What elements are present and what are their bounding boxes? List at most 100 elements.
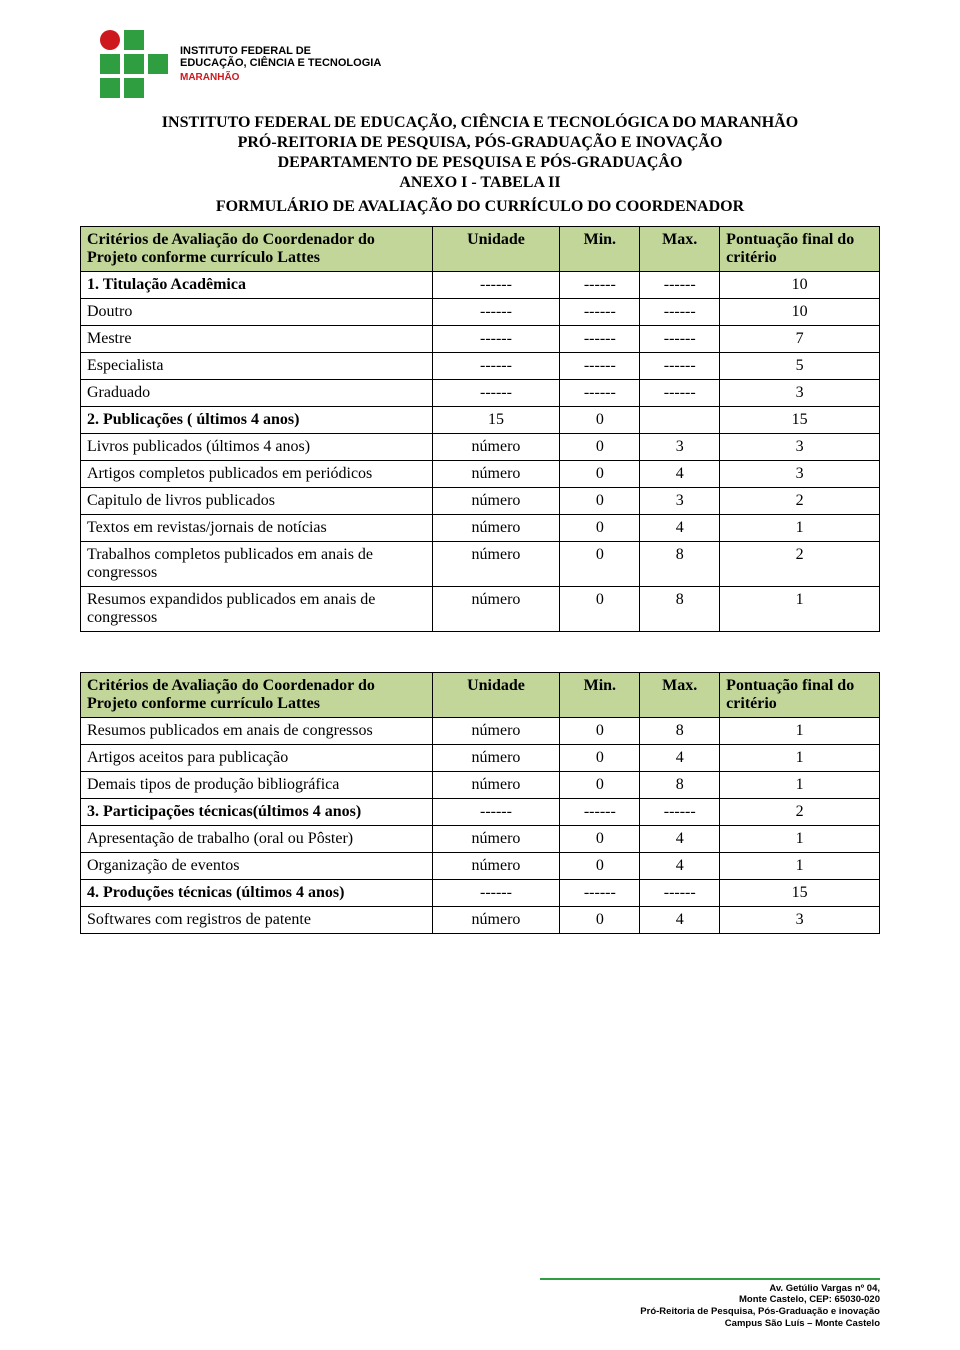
table-row: Livros publicados (últimos 4 anos)número…	[81, 434, 880, 461]
table-row: Demais tipos de produção bibliográficanú…	[81, 772, 880, 799]
cell-max: ------	[640, 326, 720, 353]
col-pontuacao: Pontuação final do critério	[720, 227, 880, 272]
cell-pontuacao: 15	[720, 880, 880, 907]
cell-label: 4. Produções técnicas (últimos 4 anos)	[81, 880, 433, 907]
cell-label: Textos em revistas/jornais de notícias	[81, 515, 433, 542]
footer-address-1: Av. Getúlio Vargas nº 04,	[540, 1283, 880, 1295]
footer-divider	[540, 1278, 880, 1280]
cell-unidade: número	[432, 515, 560, 542]
cell-min: ------	[560, 380, 640, 407]
cell-pontuacao: 3	[720, 434, 880, 461]
cell-max: 8	[640, 542, 720, 587]
cell-max: 8	[640, 772, 720, 799]
cell-unidade: ------	[432, 299, 560, 326]
cell-pontuacao: 2	[720, 488, 880, 515]
cell-unidade: número	[432, 907, 560, 934]
cell-label: 1. Titulação Acadêmica	[81, 272, 433, 299]
heading-departamento: DEPARTAMENTO DE PESQUISA E PÓS-GRADUAÇÂO	[80, 154, 880, 172]
cell-pontuacao: 1	[720, 826, 880, 853]
cell-max: 4	[640, 826, 720, 853]
cell-pontuacao: 1	[720, 745, 880, 772]
cell-max: 4	[640, 461, 720, 488]
cell-label: Organização de eventos	[81, 853, 433, 880]
cell-min: ------	[560, 272, 640, 299]
col-criteria: Critérios de Avaliação do Coordenador do…	[81, 673, 433, 718]
col-pontuacao: Pontuação final do critério	[720, 673, 880, 718]
cell-max: 3	[640, 434, 720, 461]
cell-max: ------	[640, 272, 720, 299]
institute-logo-icon	[100, 30, 168, 98]
footer-campus: Campus São Luís – Monte Castelo	[540, 1318, 880, 1330]
cell-pontuacao: 1	[720, 718, 880, 745]
cell-min: 0	[560, 515, 640, 542]
cell-unidade: ------	[432, 799, 560, 826]
cell-min: 0	[560, 488, 640, 515]
cell-min: 0	[560, 853, 640, 880]
cell-unidade: ------	[432, 272, 560, 299]
cell-max: ------	[640, 353, 720, 380]
cell-unidade: número	[432, 745, 560, 772]
cell-min: ------	[560, 353, 640, 380]
cell-unidade: número	[432, 488, 560, 515]
col-unidade: Unidade	[432, 673, 560, 718]
cell-min: 0	[560, 718, 640, 745]
col-min: Min.	[560, 673, 640, 718]
cell-min: 0	[560, 907, 640, 934]
cell-pontuacao: 1	[720, 853, 880, 880]
cell-max: 4	[640, 907, 720, 934]
cell-max	[640, 407, 720, 434]
table-row: Resumos publicados em anais de congresso…	[81, 718, 880, 745]
table-row: 3. Participações técnicas(últimos 4 anos…	[81, 799, 880, 826]
cell-label: Trabalhos completos publicados em anais …	[81, 542, 433, 587]
cell-pontuacao: 3	[720, 461, 880, 488]
page-footer: Av. Getúlio Vargas nº 04, Monte Castelo,…	[540, 1278, 880, 1331]
cell-min: 0	[560, 407, 640, 434]
cell-label: 3. Participações técnicas(últimos 4 anos…	[81, 799, 433, 826]
cell-label: Livros publicados (últimos 4 anos)	[81, 434, 433, 461]
footer-address-2: Monte Castelo, CEP: 65030-020	[540, 1294, 880, 1306]
cell-min: ------	[560, 880, 640, 907]
evaluation-table-2: Critérios de Avaliação do Coordenador do…	[80, 672, 880, 934]
cell-label: Doutro	[81, 299, 433, 326]
cell-pontuacao: 5	[720, 353, 880, 380]
logo-text: INSTITUTO FEDERAL DE EDUCAÇÃO, CIÊNCIA E…	[180, 45, 381, 84]
cell-unidade: número	[432, 826, 560, 853]
cell-label: Resumos publicados em anais de congresso…	[81, 718, 433, 745]
cell-label: Demais tipos de produção bibliográfica	[81, 772, 433, 799]
cell-min: ------	[560, 799, 640, 826]
cell-unidade: número	[432, 542, 560, 587]
heading-anexo: ANEXO I - TABELA II	[80, 174, 880, 192]
cell-min: ------	[560, 299, 640, 326]
cell-max: 4	[640, 515, 720, 542]
cell-max: ------	[640, 380, 720, 407]
cell-min: 0	[560, 461, 640, 488]
table-row: Softwares com registros de patentenúmero…	[81, 907, 880, 934]
logo-line-2: EDUCAÇÃO, CIÊNCIA E TECNOLOGIA	[180, 57, 381, 70]
col-min: Min.	[560, 227, 640, 272]
table-row: Artigos completos publicados em periódic…	[81, 461, 880, 488]
table-row: 4. Produções técnicas (últimos 4 anos) --…	[81, 880, 880, 907]
cell-unidade: ------	[432, 380, 560, 407]
cell-pontuacao: 7	[720, 326, 880, 353]
cell-min: 0	[560, 542, 640, 587]
table-row: Artigos aceitos para publicaçãonúmero041	[81, 745, 880, 772]
evaluation-table-1: Critérios de Avaliação do Coordenador do…	[80, 226, 880, 632]
table-row: Capitulo de livros publicadosnúmero032	[81, 488, 880, 515]
cell-min: 0	[560, 772, 640, 799]
cell-max: ------	[640, 799, 720, 826]
cell-max: ------	[640, 299, 720, 326]
cell-pontuacao: 1	[720, 772, 880, 799]
table-row: Resumos expandidos publicados em anais d…	[81, 587, 880, 632]
cell-max: ------	[640, 880, 720, 907]
heading-institute: INSTITUTO FEDERAL DE EDUCAÇÃO, CIÊNCIA E…	[80, 114, 880, 132]
cell-min: ------	[560, 326, 640, 353]
page-container: INSTITUTO FEDERAL DE EDUCAÇÃO, CIÊNCIA E…	[0, 0, 960, 934]
cell-max: 8	[640, 718, 720, 745]
cell-label: Especialista	[81, 353, 433, 380]
cell-label: Artigos aceitos para publicação	[81, 745, 433, 772]
cell-unidade: ------	[432, 326, 560, 353]
table-row: Graduado------------------3	[81, 380, 880, 407]
logo-line-1: INSTITUTO FEDERAL DE	[180, 45, 381, 58]
cell-label: Graduado	[81, 380, 433, 407]
table-row: Trabalhos completos publicados em anais …	[81, 542, 880, 587]
